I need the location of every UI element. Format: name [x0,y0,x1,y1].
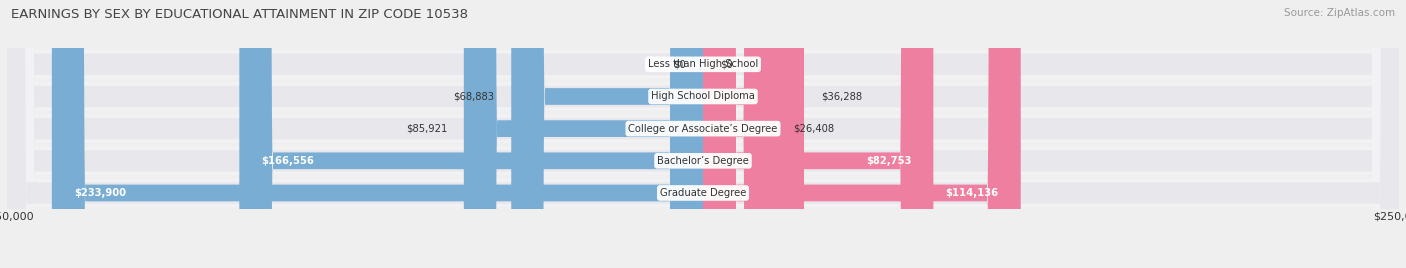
FancyBboxPatch shape [512,0,703,268]
Text: College or Associate’s Degree: College or Associate’s Degree [628,124,778,134]
FancyBboxPatch shape [52,0,703,268]
Text: $36,288: $36,288 [821,91,862,102]
Text: $68,883: $68,883 [454,91,495,102]
Text: $166,556: $166,556 [262,156,315,166]
FancyBboxPatch shape [703,0,776,268]
Text: $0: $0 [720,59,733,69]
Text: Less than High School: Less than High School [648,59,758,69]
Text: EARNINGS BY SEX BY EDUCATIONAL ATTAINMENT IN ZIP CODE 10538: EARNINGS BY SEX BY EDUCATIONAL ATTAINMEN… [11,8,468,21]
Text: $233,900: $233,900 [75,188,127,198]
Text: $85,921: $85,921 [406,124,447,134]
Text: $26,408: $26,408 [793,124,834,134]
Text: High School Diploma: High School Diploma [651,91,755,102]
FancyBboxPatch shape [464,0,703,268]
Text: $82,753: $82,753 [866,156,911,166]
Text: $114,136: $114,136 [945,188,998,198]
FancyBboxPatch shape [703,0,934,268]
Text: Graduate Degree: Graduate Degree [659,188,747,198]
Text: $0: $0 [673,59,686,69]
FancyBboxPatch shape [239,0,703,268]
Text: Bachelor’s Degree: Bachelor’s Degree [657,156,749,166]
FancyBboxPatch shape [703,0,804,268]
FancyBboxPatch shape [703,0,1021,268]
Legend: Male, Female: Male, Female [643,264,763,268]
Text: Source: ZipAtlas.com: Source: ZipAtlas.com [1284,8,1395,18]
